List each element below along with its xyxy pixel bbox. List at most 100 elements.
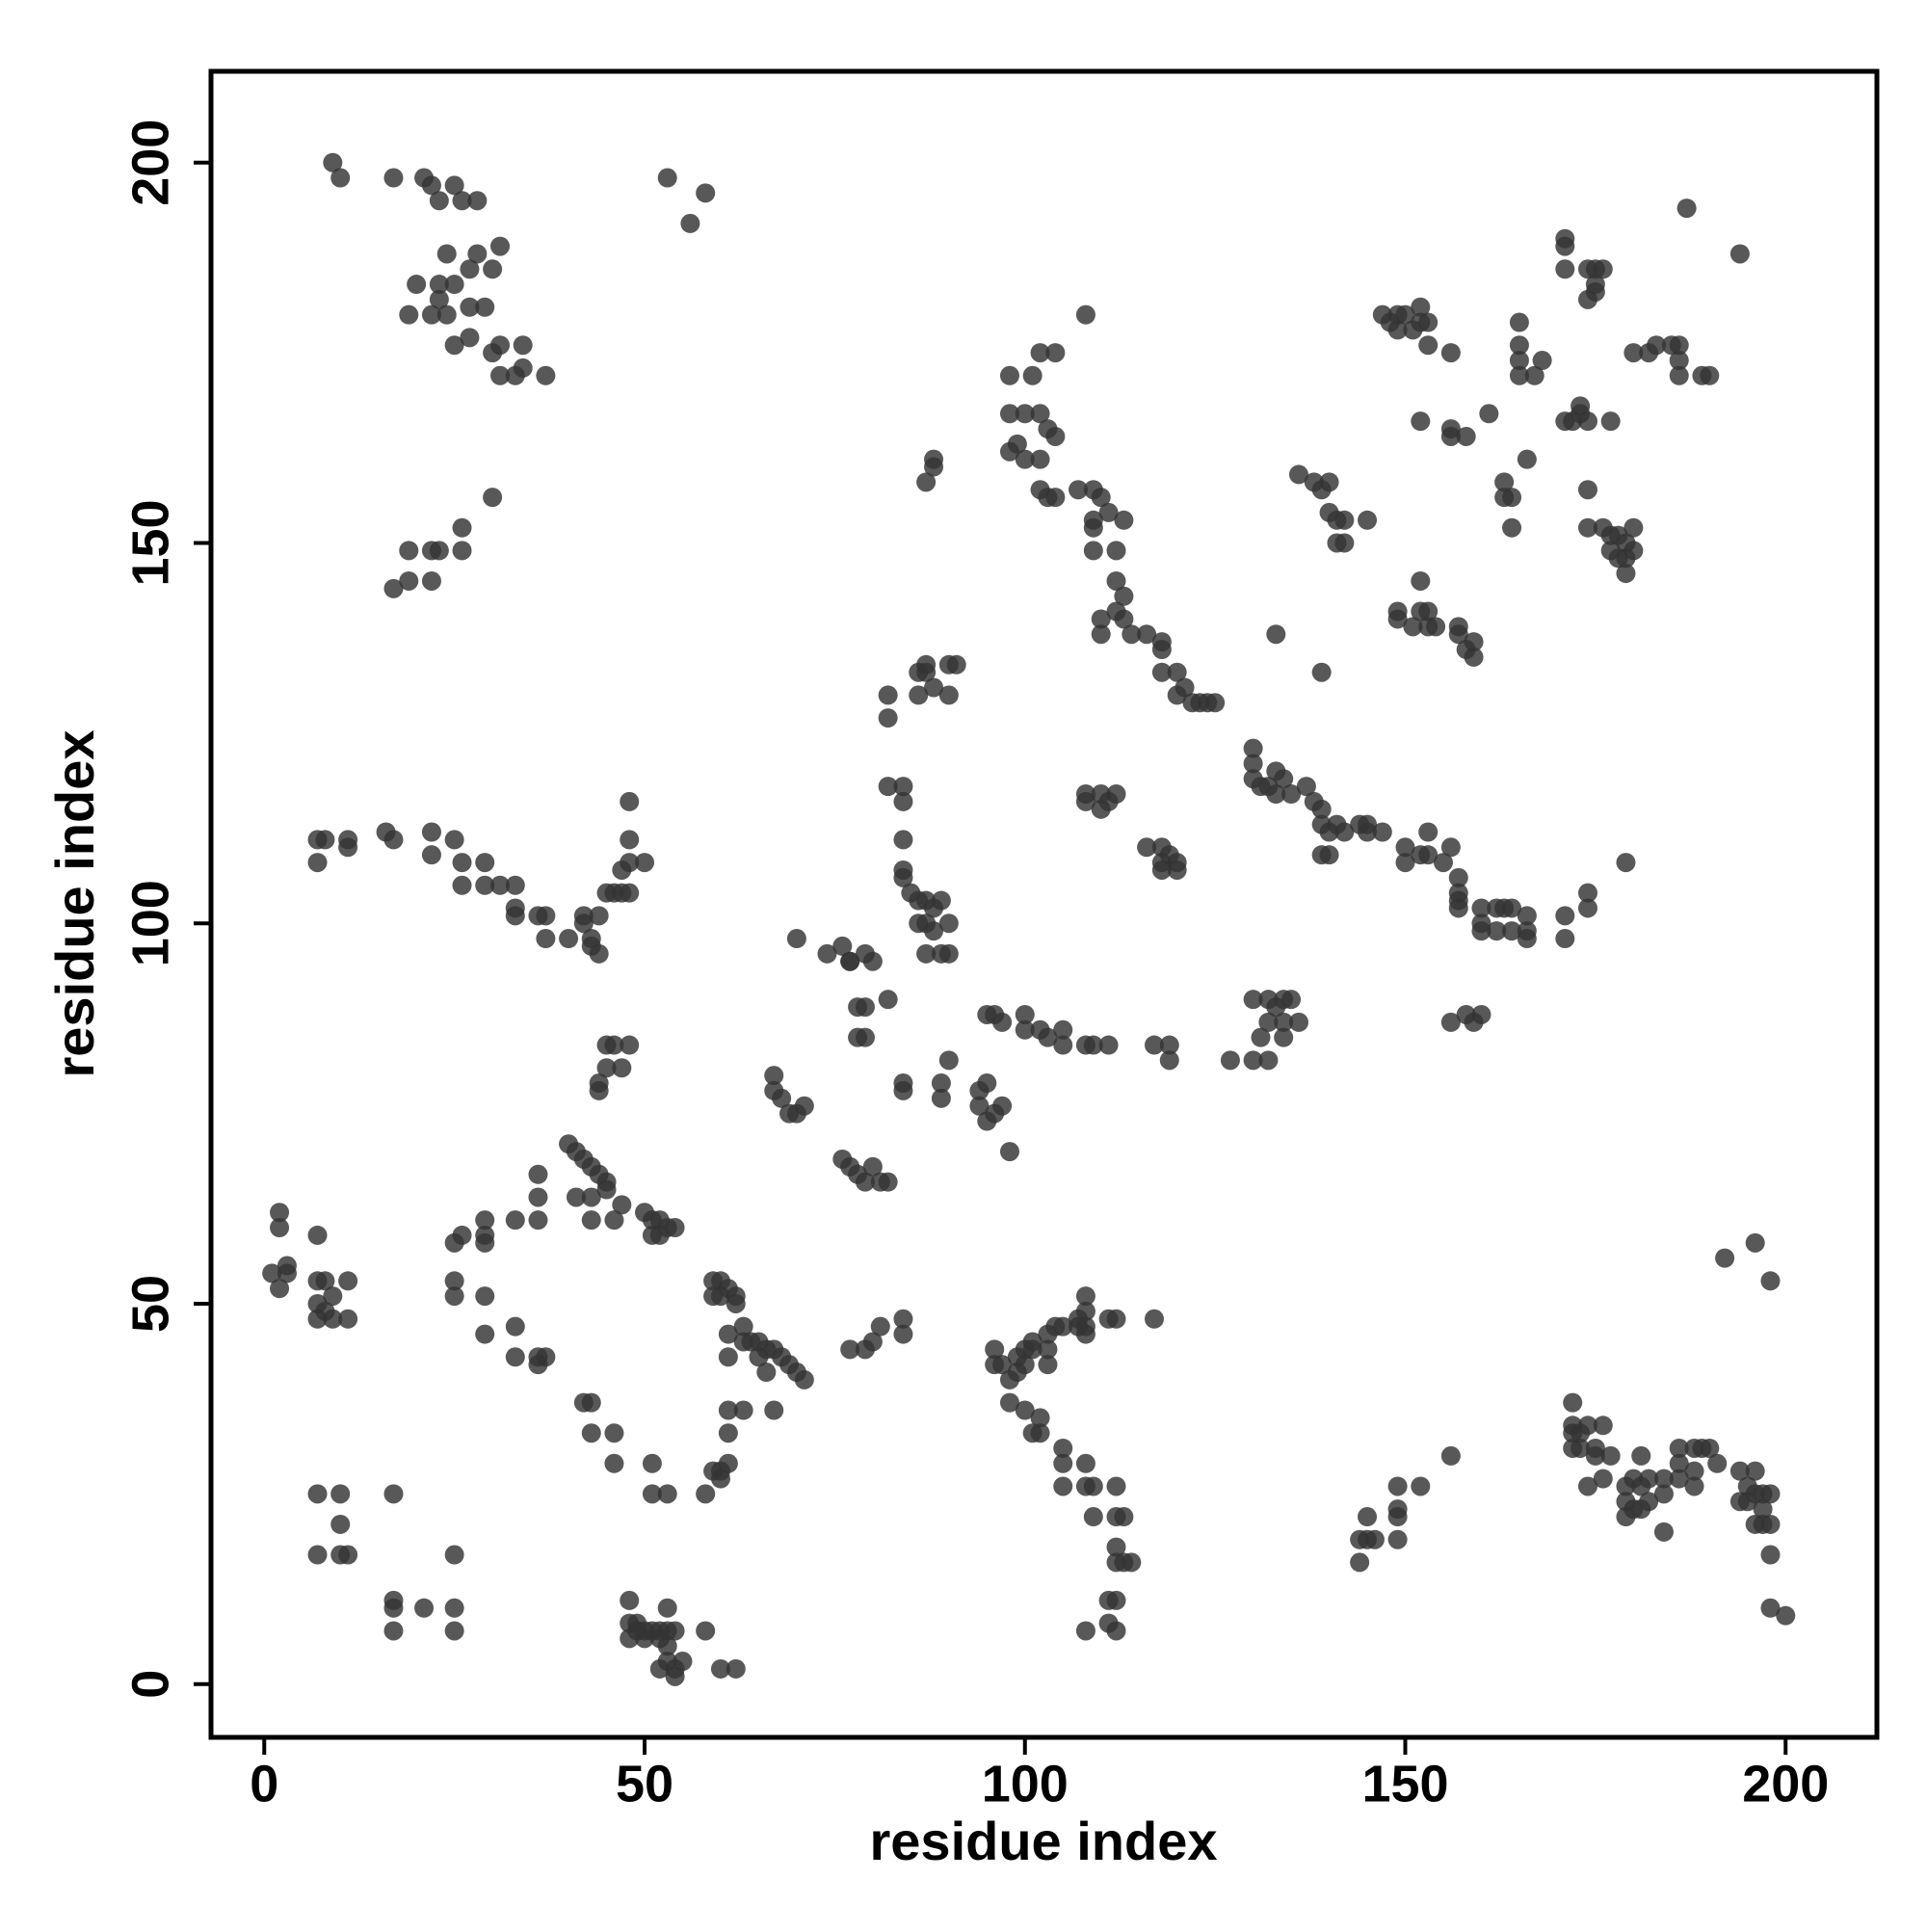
point (1509, 312, 1529, 332)
point (383, 830, 404, 850)
point (893, 777, 913, 797)
point (460, 297, 480, 317)
point (399, 304, 419, 325)
point (1471, 898, 1491, 918)
point (786, 929, 806, 949)
point (1015, 1004, 1035, 1024)
point (794, 1096, 814, 1116)
point (596, 1179, 617, 1200)
point (581, 1423, 601, 1443)
point (878, 685, 898, 705)
point (1358, 1507, 1378, 1527)
point (1083, 1507, 1103, 1527)
point (1243, 754, 1263, 774)
point (330, 1484, 351, 1504)
point (1311, 799, 1332, 819)
point (878, 1172, 898, 1192)
point (1509, 351, 1529, 371)
point (338, 837, 358, 858)
point (429, 289, 449, 309)
point (1114, 609, 1134, 629)
point (665, 1621, 685, 1641)
point (916, 943, 937, 964)
point (452, 1225, 472, 1245)
point (1616, 564, 1636, 584)
x-tick-label: 50 (616, 1755, 673, 1813)
point (1585, 281, 1605, 302)
point (1015, 1019, 1035, 1040)
point (581, 1210, 601, 1231)
point (1411, 570, 1431, 591)
point (1030, 404, 1050, 424)
point (475, 853, 495, 873)
point (1075, 1621, 1095, 1641)
point (1745, 1461, 1765, 1481)
point (1015, 404, 1035, 424)
point (475, 1286, 495, 1307)
point (1426, 617, 1446, 637)
point (1053, 1453, 1073, 1473)
point (270, 1203, 290, 1223)
point (999, 441, 1019, 462)
point (1669, 365, 1689, 385)
point (1715, 1248, 1735, 1268)
point (1471, 1004, 1491, 1024)
point (1487, 921, 1507, 941)
point (1167, 860, 1187, 880)
point (475, 1232, 495, 1253)
point (878, 777, 898, 797)
point (475, 1324, 495, 1344)
point (1098, 1035, 1119, 1055)
point (452, 853, 472, 873)
point (421, 822, 441, 842)
point (992, 1355, 1013, 1375)
point (1372, 822, 1392, 842)
point (604, 1423, 624, 1443)
point (969, 1096, 990, 1116)
point (1440, 343, 1461, 363)
x-tick-label: 100 (982, 1755, 1069, 1813)
point (710, 1469, 730, 1489)
point (513, 335, 533, 356)
point (399, 541, 419, 561)
point (323, 1309, 343, 1329)
point (444, 830, 464, 850)
point (938, 943, 959, 964)
point (1053, 1316, 1073, 1337)
point (475, 1210, 495, 1231)
point (589, 1073, 609, 1094)
point (938, 913, 959, 934)
x-tick-label: 0 (250, 1755, 278, 1813)
points (262, 152, 1796, 1686)
point (1350, 1552, 1370, 1573)
point (1015, 1355, 1035, 1375)
point (1440, 837, 1461, 858)
point (1577, 517, 1597, 538)
point (1418, 335, 1439, 356)
point (1502, 488, 1522, 508)
point (1114, 586, 1134, 606)
point (307, 1225, 328, 1245)
point (1524, 365, 1544, 385)
point (1411, 297, 1431, 317)
point (436, 304, 457, 325)
point (1387, 609, 1408, 629)
point (1411, 411, 1431, 432)
point (635, 853, 655, 873)
point (999, 404, 1019, 424)
point (1075, 1301, 1095, 1321)
point (1030, 449, 1050, 469)
point (1669, 335, 1689, 356)
point (1440, 426, 1461, 446)
point (1022, 365, 1043, 385)
point (452, 517, 472, 538)
point (1464, 647, 1484, 667)
point (718, 1324, 738, 1344)
point (429, 191, 449, 211)
point (696, 183, 716, 203)
point (1577, 883, 1597, 903)
point (383, 578, 404, 598)
point (862, 1156, 883, 1177)
point (1311, 662, 1332, 682)
point (452, 875, 472, 895)
